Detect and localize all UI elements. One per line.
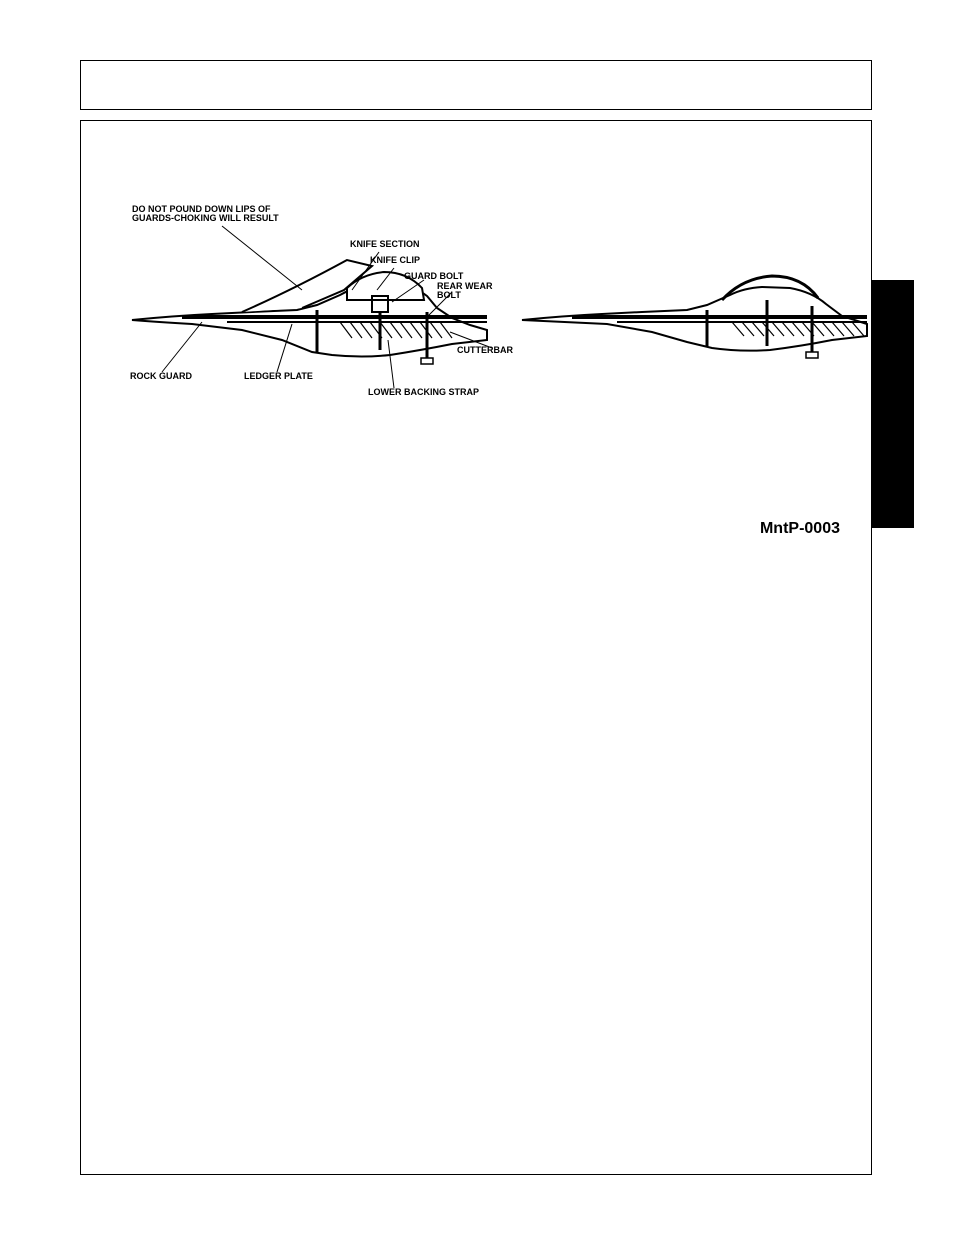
label-no-pound: DO NOT POUND DOWN LIPS OF GUARDS-CHOKING…	[132, 205, 279, 224]
label-text: BOLT	[437, 290, 461, 300]
label-knife-clip: KNIFE CLIP	[370, 256, 420, 265]
label-lower-backing: LOWER BACKING STRAP	[368, 388, 479, 397]
diagram: DO NOT POUND DOWN LIPS OF GUARDS-CHOKING…	[92, 140, 862, 400]
page: DO NOT POUND DOWN LIPS OF GUARDS-CHOKING…	[0, 0, 954, 1235]
label-rock-guard: ROCK GUARD	[130, 372, 192, 381]
header-box	[80, 60, 872, 110]
left-assembly	[92, 140, 502, 400]
label-knife-section: KNIFE SECTION	[350, 240, 420, 249]
label-rear-wear: REAR WEAR BOLT	[437, 282, 493, 301]
label-ledger-plate: LEDGER PLATE	[244, 372, 313, 381]
label-cutterbar: CUTTERBAR	[457, 346, 513, 355]
label-text: GUARDS-CHOKING WILL RESULT	[132, 213, 279, 223]
figure-id: MntP-0003	[760, 520, 840, 538]
section-tab	[872, 280, 914, 528]
right-assembly	[512, 140, 872, 400]
